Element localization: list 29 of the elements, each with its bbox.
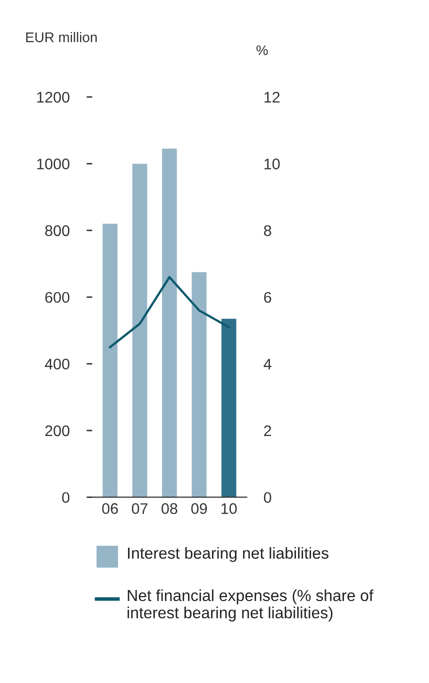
y-axis-title: EUR million	[26, 32, 97, 42]
y2-tick-label: 0	[264, 492, 272, 503]
y-tick-label: 0	[62, 492, 70, 503]
y2-axis-title: %	[256, 45, 268, 56]
y-tick-label: 1200	[37, 92, 70, 103]
bar	[162, 148, 177, 498]
y2-tick-label: 4	[264, 358, 272, 370]
x-tick-label: 10	[222, 503, 237, 514]
line-series	[108, 276, 230, 348]
y2-tick-label: 2	[264, 425, 272, 436]
bar	[221, 318, 236, 498]
bar	[132, 164, 148, 498]
x-tick-label: 07	[132, 503, 148, 514]
legend-label: Net financial expenses (% share of interest bearing net liabilities)	[128, 589, 374, 622]
y-tick-label: 200	[45, 425, 70, 436]
y-tick-label: 600	[45, 292, 70, 303]
x-tick-label: 08	[162, 503, 178, 514]
y2-tick-label: 12	[264, 92, 280, 103]
bar	[192, 272, 207, 498]
x-tick-label: 06	[102, 503, 118, 514]
y-tick-label: 1000	[37, 158, 70, 170]
x-tick-label: 09	[191, 503, 207, 514]
bar	[102, 224, 118, 498]
y2-tick-label: 8	[264, 225, 272, 236]
y2-tick-label: 6	[264, 292, 272, 303]
y2-tick-label: 10	[264, 158, 280, 170]
y-tick-label: 800	[45, 225, 70, 236]
y-tick-label: 400	[44, 358, 70, 370]
legend-label: Interest bearing net liabilities	[128, 547, 328, 562]
